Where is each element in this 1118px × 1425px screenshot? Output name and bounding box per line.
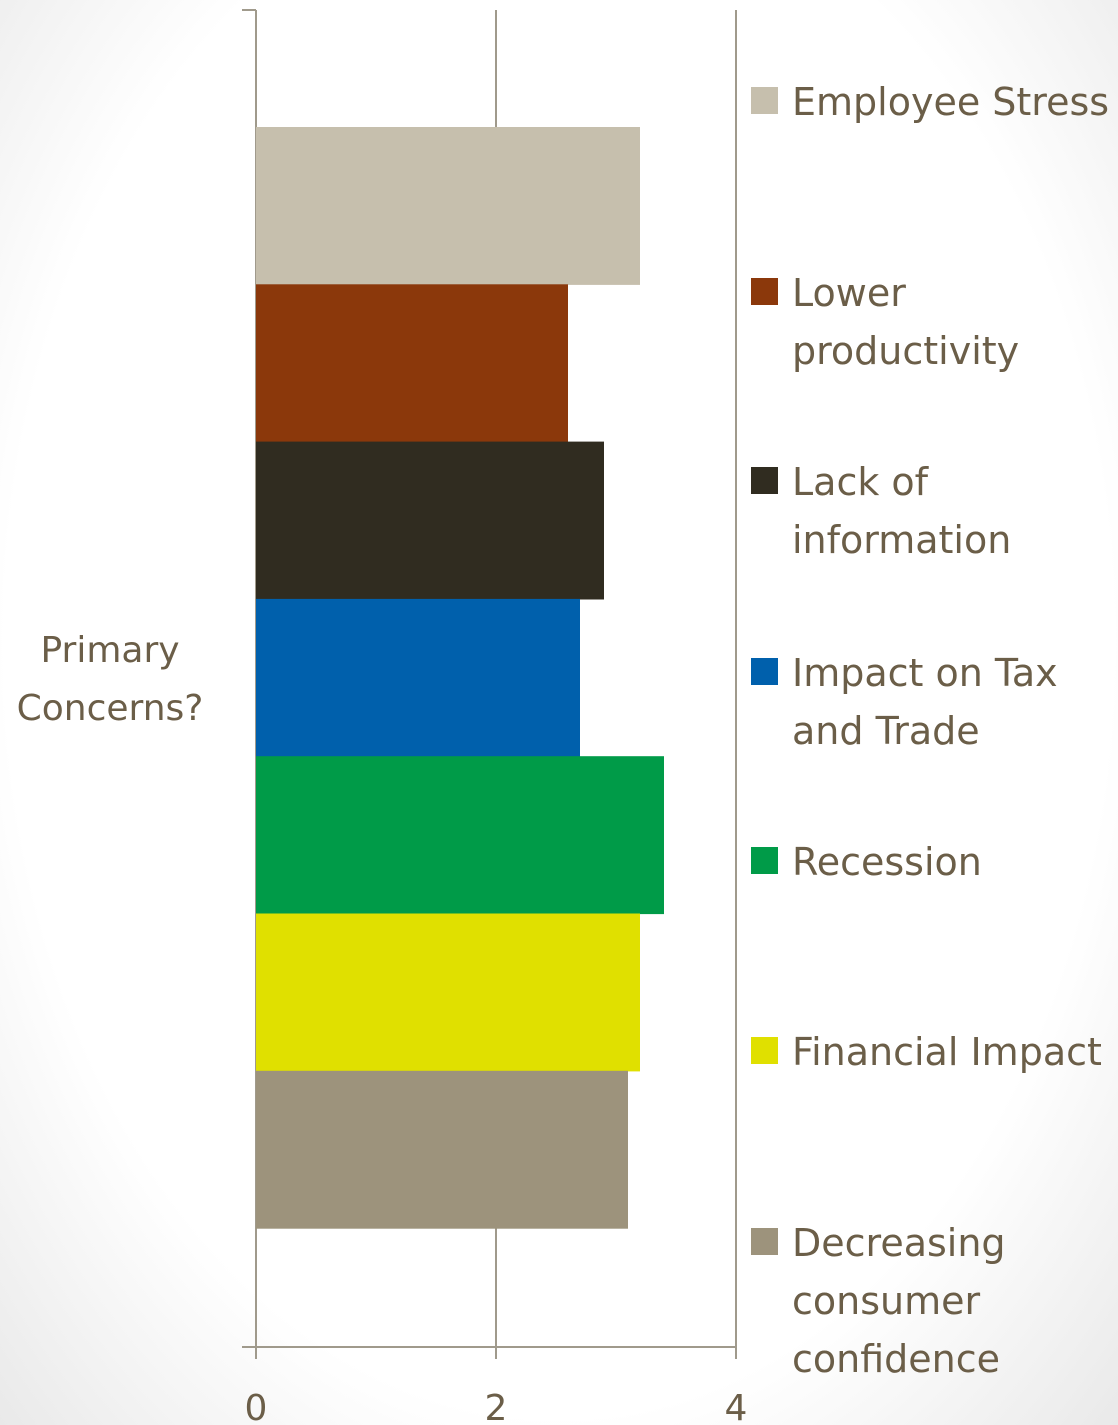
legend-swatch-impact-on-tax-and-trade [751, 658, 778, 685]
legend-label-financial-impact: Financial Impact [792, 1030, 1102, 1074]
legend-label-decreasing-consumer-confidence: Decreasing consumer confidence [792, 1221, 1006, 1381]
legend-label-lower-productivity: Lower productivity [792, 271, 1019, 373]
legend-item-decreasing-consumer-confidence: Decreasing consumer confidence [751, 1221, 1006, 1381]
legend-item-lower-productivity: Lower productivity [751, 271, 1019, 373]
bar-lower-productivity [256, 284, 568, 443]
legend-item-recession: Recession [751, 840, 982, 884]
bar-decreasing-consumer-confidence [256, 1070, 628, 1229]
legend-swatch-decreasing-consumer-confidence [751, 1228, 778, 1255]
legend-swatch-recession [751, 847, 778, 874]
bar-financial-impact [256, 913, 640, 1072]
legend-item-impact-on-tax-and-trade: Impact on Tax and Trade [751, 651, 1058, 753]
legend-swatch-employee-stress [751, 87, 778, 114]
legend-swatch-lack-of-information [751, 467, 778, 494]
x-tick-label-4: 4 [725, 1388, 748, 1425]
bars [256, 127, 664, 1229]
x-tick-label-2: 2 [485, 1388, 508, 1425]
bar-recession [256, 756, 664, 915]
bar-lack-of-information [256, 441, 604, 600]
legend: Employee Stress Lower productivity Lack of i… [751, 80, 1109, 1381]
legend-label-lack-of-information: Lack of information [792, 460, 1011, 562]
legend-label-impact-on-tax-and-trade: Impact on Tax and Trade [792, 651, 1058, 753]
axis: 0 2 4 [242, 9, 748, 1425]
legend-label-recession: Recession [792, 840, 982, 884]
legend-swatch-financial-impact [751, 1037, 778, 1064]
category-axis-label: Primary Concerns? [17, 630, 204, 729]
legend-item-financial-impact: Financial Impact [751, 1030, 1102, 1074]
legend-item-lack-of-information: Lack of information [751, 460, 1011, 562]
x-tick-label-0: 0 [245, 1388, 268, 1425]
bar-employee-stress [256, 127, 640, 285]
bar-impact-on-tax-and-trade [256, 598, 580, 757]
legend-label-employee-stress: Employee Stress [792, 80, 1109, 124]
legend-swatch-lower-productivity [751, 278, 778, 305]
legend-item-employee-stress: Employee Stress [751, 80, 1109, 124]
